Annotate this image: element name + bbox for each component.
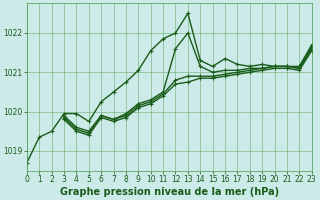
X-axis label: Graphe pression niveau de la mer (hPa): Graphe pression niveau de la mer (hPa) (60, 187, 279, 197)
